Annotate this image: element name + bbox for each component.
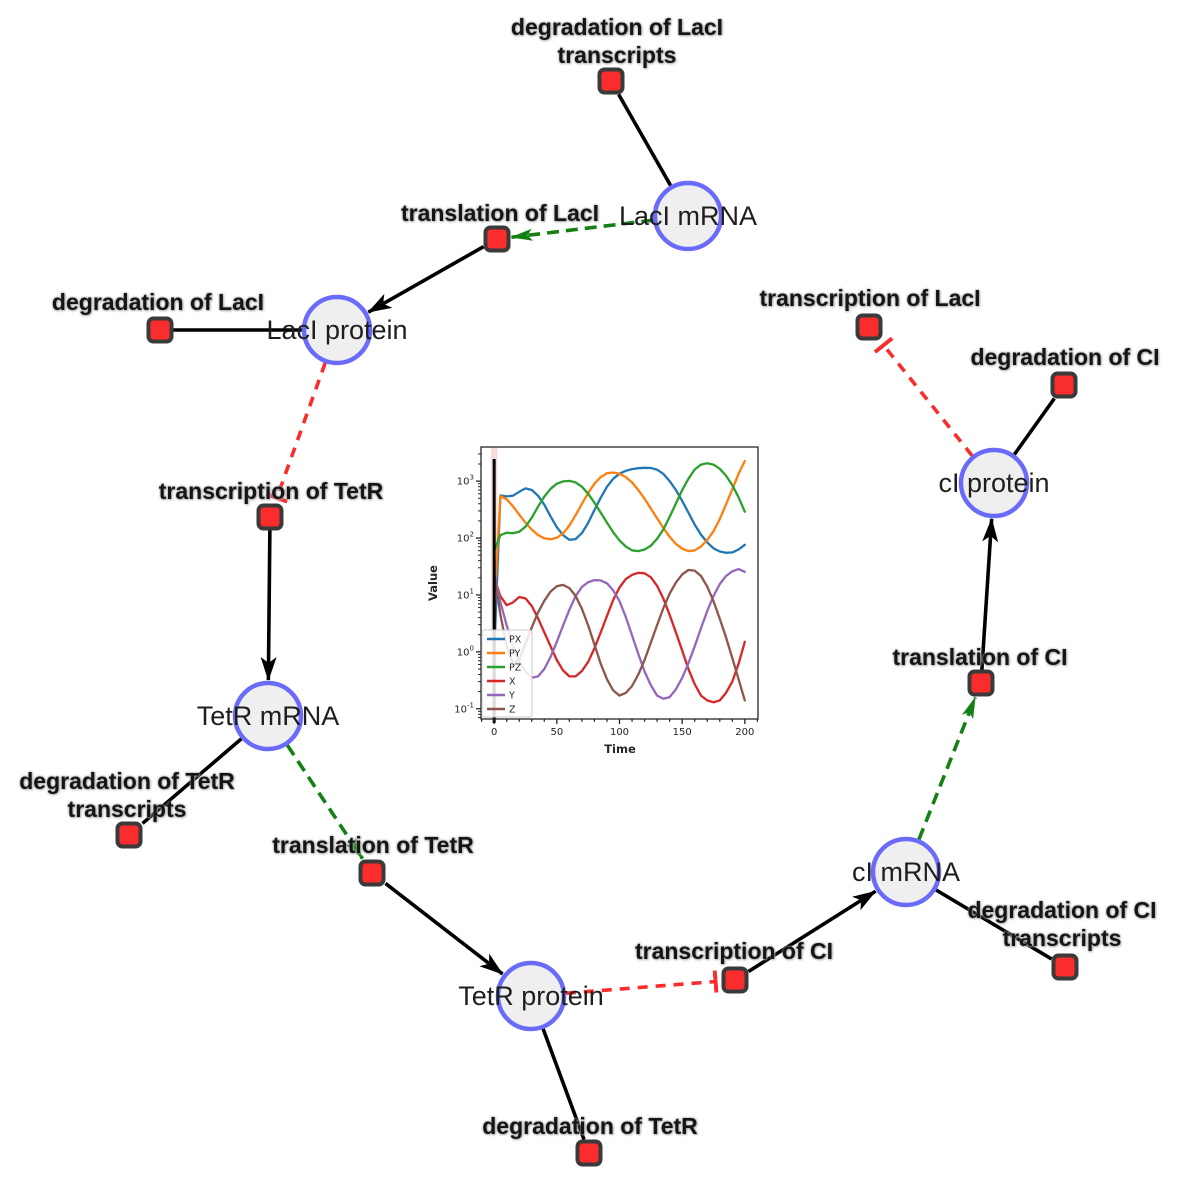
y-tick-label: 100	[457, 644, 474, 658]
chart-series-layer	[493, 459, 746, 704]
edge-tetr-protein-to-transcription-of-ci	[565, 970, 719, 996]
reaction-node-degradation-of-ci-transcripts[interactable]	[1051, 953, 1079, 981]
reaction-node-transcription-of-tetr[interactable]	[256, 503, 284, 531]
x-tick-label: 0	[491, 727, 497, 738]
edge-laci-mrna-to-translation-of-laci	[510, 218, 654, 241]
edge-ci-protein-to-degradation-of-ci	[1012, 397, 1056, 456]
reaction-node-degradation-of-ci[interactable]	[1050, 371, 1078, 399]
species-node-laci-mrna[interactable]	[652, 180, 724, 252]
chart-axes	[476, 446, 759, 724]
series-line-Y	[493, 567, 746, 700]
x-tick-label: 50	[550, 727, 563, 738]
reaction-node-degradation-of-tetr[interactable]	[575, 1139, 603, 1167]
x-tick-label: 100	[610, 727, 629, 738]
legend-label-PY: PY	[509, 649, 521, 660]
species-node-ci-mrna[interactable]	[870, 836, 942, 908]
y-tick-label: 102	[457, 531, 474, 545]
edge-ci-mrna-to-degradation-of-ci-transcripts	[935, 888, 1053, 961]
chart-y-axis-label: Value	[426, 565, 440, 601]
reaction-node-degradation-of-tetr-transcripts[interactable]	[115, 821, 143, 849]
legend-label-Z: Z	[509, 705, 516, 716]
species-node-laci-protein[interactable]	[301, 294, 373, 366]
legend-label-X: X	[509, 677, 516, 688]
legend-label-Y: Y	[508, 691, 515, 702]
edge-degradation-of-laci-transcripts-to-laci-mrna	[617, 93, 673, 187]
legend-label-PX: PX	[509, 635, 522, 646]
x-tick-label: 200	[735, 727, 754, 738]
edge-layer	[141, 93, 1056, 1141]
species-node-tetr-protein[interactable]	[495, 960, 567, 1032]
reaction-node-transcription-of-laci[interactable]	[855, 313, 883, 341]
chart-x-axis-label: Time	[604, 742, 636, 756]
reaction-node-translation-of-ci[interactable]	[967, 669, 995, 697]
species-node-ci-protein[interactable]	[958, 447, 1030, 519]
reaction-node-degradation-of-laci-transcripts[interactable]	[597, 67, 625, 95]
series-line-X	[493, 571, 746, 704]
edge-translation-of-ci-to-ci-protein	[980, 517, 999, 670]
edge-tetr-mrna-to-degradation-of-tetr-transcripts	[141, 737, 243, 825]
series-line-Z	[493, 568, 746, 702]
edge-translation-of-tetr-to-tetr-protein	[384, 882, 504, 976]
chart-legend	[481, 629, 533, 718]
legend-label-PZ: PZ	[509, 663, 522, 674]
reaction-node-transcription-of-ci[interactable]	[721, 966, 749, 994]
edge-ci-protein-to-transcription-of-laci	[873, 336, 974, 457]
reaction-node-degradation-of-laci[interactable]	[146, 316, 174, 344]
x-tick-label: 150	[673, 727, 692, 738]
y-tick-label: 101	[457, 587, 474, 601]
reaction-node-translation-of-tetr[interactable]	[358, 859, 386, 887]
inset-chart: 0 50 100 150 200 10-1 100 101 102 103 PX PY PZ XYZ	[420, 435, 770, 760]
edge-transcription-of-ci-to-ci-mrna	[747, 889, 877, 973]
node-layer	[115, 67, 1079, 1167]
edge-tetr-mrna-to-translation-of-tetr	[285, 744, 365, 860]
y-tick-label: 103	[457, 474, 474, 488]
y-tick-label: 10-1	[454, 701, 474, 715]
series-line-PY	[493, 459, 746, 609]
edge-translation-of-laci-to-laci-protein	[367, 245, 485, 314]
edge-tetr-protein-to-degradation-of-tetr	[541, 1028, 586, 1141]
edge-laci-protein-to-transcription-of-tetr	[265, 362, 327, 504]
species-node-tetr-mrna[interactable]	[232, 680, 304, 752]
reaction-node-translation-of-laci[interactable]	[483, 225, 511, 253]
series-line-PZ	[493, 462, 746, 553]
edge-ci-mrna-to-translation-of-ci	[917, 696, 977, 841]
edge-transcription-of-tetr-to-tetr-mrna	[260, 530, 277, 682]
